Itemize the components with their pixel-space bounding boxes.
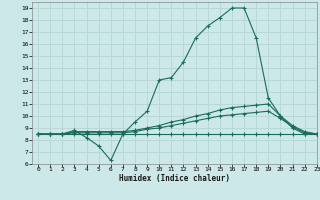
X-axis label: Humidex (Indice chaleur): Humidex (Indice chaleur) xyxy=(119,174,230,183)
